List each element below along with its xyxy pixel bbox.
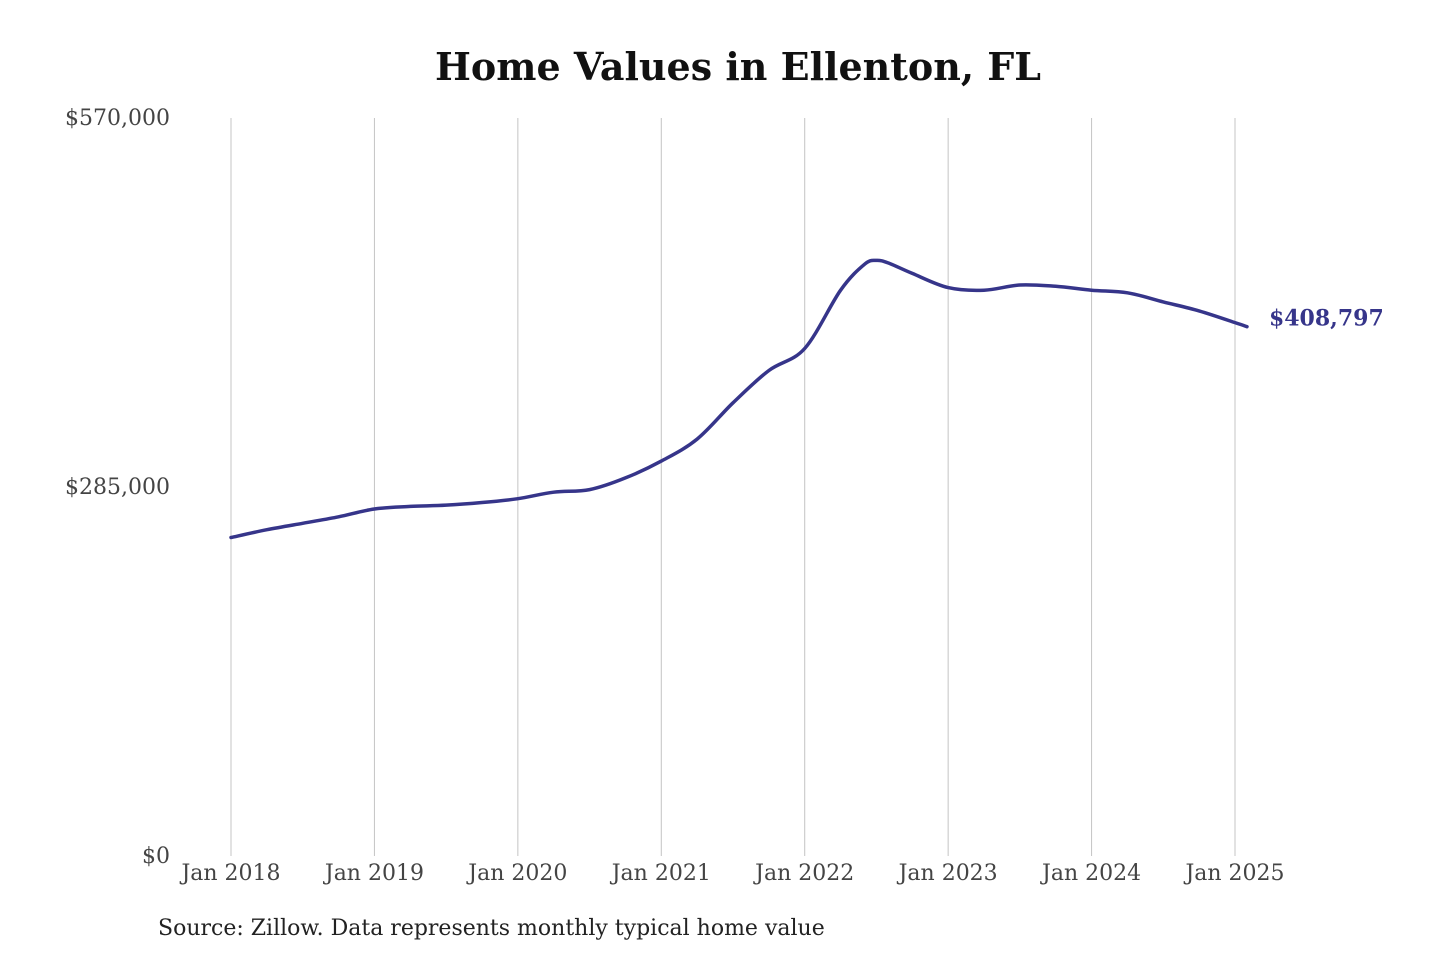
x-tick-label: Jan 2025 xyxy=(1183,861,1284,886)
x-tick-label: Jan 2018 xyxy=(179,861,280,886)
y-tick-label: $570,000 xyxy=(65,106,170,131)
y-tick-label: $0 xyxy=(142,844,170,869)
source-note: Source: Zillow. Data represents monthly … xyxy=(158,916,825,941)
y-tick-label: $285,000 xyxy=(65,475,170,500)
x-tick-label: Jan 2023 xyxy=(897,861,998,886)
x-axis: Jan 2018 Jan 2019 Jan 2020 Jan 2021 Jan 2022… xyxy=(179,861,1284,886)
x-tick-label: Jan 2022 xyxy=(753,861,854,886)
x-tick-label: Jan 2019 xyxy=(323,861,424,886)
x-tick-label: Jan 2024 xyxy=(1040,861,1141,886)
series-layer: $408,797 xyxy=(229,258,1384,540)
chart-title: Home Values in Ellenton, FL xyxy=(435,44,1041,89)
end-value-label: $408,797 xyxy=(1269,306,1384,332)
grid xyxy=(230,118,1236,856)
y-axis: $0 $285,000 $570,000 xyxy=(65,106,170,869)
x-tick-label: Jan 2021 xyxy=(610,861,711,886)
series-line xyxy=(229,258,1249,540)
x-tick-label: Jan 2020 xyxy=(466,861,567,886)
